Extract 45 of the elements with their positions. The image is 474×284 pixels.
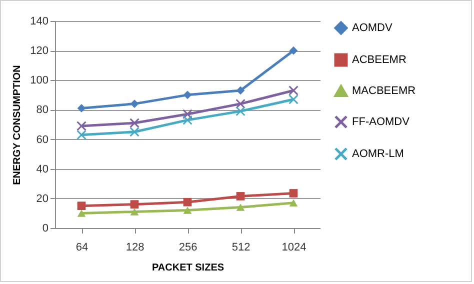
y-tick-label: 140 xyxy=(30,16,48,28)
point xyxy=(130,126,140,137)
point xyxy=(183,90,192,100)
point xyxy=(183,198,192,206)
y-tick-label: 120 xyxy=(30,45,48,58)
point xyxy=(289,199,298,206)
point xyxy=(76,121,86,131)
y-tick-label: 100 xyxy=(30,74,48,87)
point xyxy=(183,206,192,214)
y-tick-label: 60 xyxy=(36,134,48,146)
point xyxy=(236,86,245,95)
legend-label: ACBEEMR xyxy=(352,54,406,66)
y-tick-label: 20 xyxy=(36,192,48,205)
point xyxy=(236,106,246,116)
legend-label: AOMDV xyxy=(352,22,393,34)
legend-label: AOMR-LM xyxy=(352,148,404,160)
point xyxy=(236,192,245,200)
point xyxy=(130,200,139,209)
point xyxy=(236,204,245,211)
point xyxy=(289,46,298,55)
point xyxy=(288,86,298,96)
point xyxy=(77,104,86,112)
point xyxy=(130,208,139,216)
legend-label: FF-AOMDV xyxy=(352,116,410,128)
point xyxy=(288,94,298,104)
point xyxy=(236,98,246,109)
point xyxy=(130,118,140,128)
point xyxy=(182,109,192,120)
x-tick-label: 1024 xyxy=(282,242,306,254)
y-tick-label: 80 xyxy=(36,104,48,116)
y-axis-title: ENERGY CONSUMPTION xyxy=(12,65,24,185)
point xyxy=(130,100,139,108)
point xyxy=(289,189,298,198)
x-tick-label: 512 xyxy=(232,242,250,254)
x-tick-label: 256 xyxy=(178,242,198,254)
y-tick-label: 40 xyxy=(36,163,48,176)
x-tick-label: 64 xyxy=(76,242,88,254)
x-tick-label: 128 xyxy=(126,242,144,254)
point xyxy=(76,130,86,140)
point xyxy=(182,115,192,125)
point xyxy=(77,202,86,210)
point xyxy=(77,210,86,217)
y-tick-label: 0 xyxy=(42,222,48,234)
x-axis-title: PACKET SIZES xyxy=(152,262,224,274)
legend-label: MACBEEMR xyxy=(352,85,416,97)
